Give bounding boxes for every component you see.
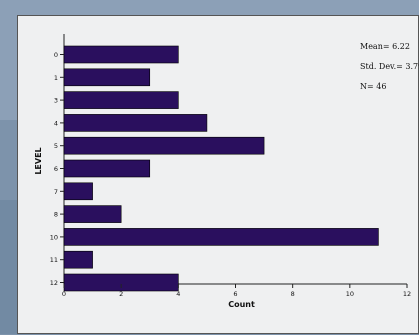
statistics-box: Mean= 6.22 Std. Dev.= 3.795 N= 46 (360, 42, 419, 102)
x-tick-label-10: 10 (346, 290, 354, 298)
y-tick-label-3: 3 (54, 97, 58, 105)
bar-level-4 (63, 114, 208, 132)
x-tick-label-4: 4 (176, 290, 180, 298)
bar-level-6 (63, 159, 151, 178)
y-tick-label-6: 6 (54, 165, 58, 173)
bar-level-0 (63, 45, 179, 64)
n-label: N= 46 (360, 82, 387, 91)
bar-level-11 (63, 250, 93, 269)
bar-level-7 (63, 182, 93, 201)
y-tick-label-7: 7 (54, 188, 58, 196)
mean-label: Mean= 6.22 (360, 42, 410, 51)
y-tick-label-4: 4 (54, 119, 58, 127)
y-axis-title: LEVEL (34, 147, 43, 174)
bar-level-8 (63, 205, 122, 223)
bar-level-3 (63, 91, 179, 109)
x-tick-label-0: 0 (62, 290, 66, 298)
x-axis-title: Count (228, 300, 255, 309)
y-tick-label-8: 8 (54, 211, 58, 219)
std-dev-label: Std. Dev.= 3.795 (360, 62, 419, 71)
x-tick-label-8: 8 (291, 290, 295, 298)
bar-level-5 (63, 136, 265, 155)
y-tick-label-12: 12 (50, 279, 58, 287)
bar-level-10 (63, 228, 379, 246)
level-count-chart: 0 1 3 4 5 6 7 8 10 11 12 0 2 4 6 8 10 12 Count LEVEL (34, 34, 411, 309)
y-tick-label-11: 11 (50, 256, 58, 264)
histogram-panel: 0 1 3 4 5 6 7 8 10 11 12 0 2 4 6 8 10 12 Count LEVEL Mean= … (17, 15, 419, 334)
y-tick-label-10: 10 (50, 233, 58, 241)
x-tick-label-2: 2 (119, 290, 123, 298)
x-tick-label-12: 12 (403, 290, 411, 298)
y-tick-label-1: 1 (54, 74, 58, 82)
bar-level-1 (63, 68, 151, 87)
y-tick-label-5: 5 (54, 142, 58, 150)
x-tick-label-6: 6 (233, 290, 237, 298)
y-tick-label-0: 0 (54, 51, 58, 59)
bar-level-12 (63, 273, 179, 292)
